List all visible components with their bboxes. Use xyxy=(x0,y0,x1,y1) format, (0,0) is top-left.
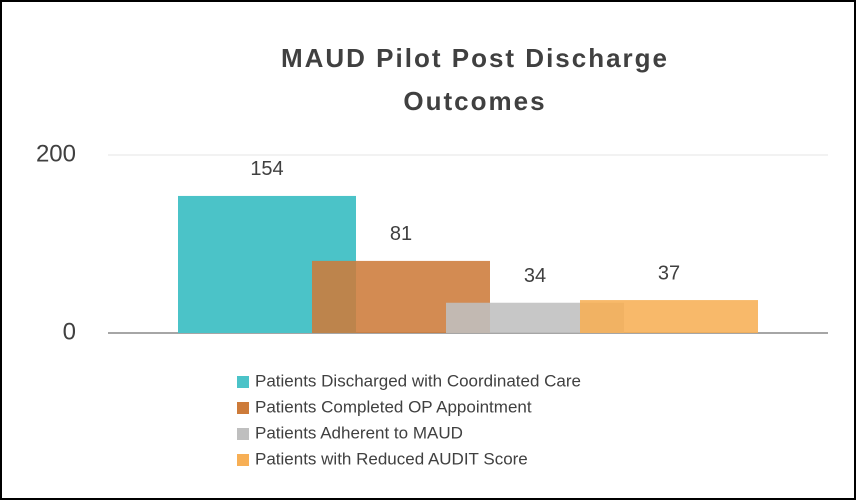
legend-swatch xyxy=(237,402,249,414)
legend-label: Patients with Reduced AUDIT Score xyxy=(255,449,528,468)
y-tick-label: 0 xyxy=(63,318,76,345)
legend-swatch xyxy=(237,376,249,388)
legend-swatch xyxy=(237,428,249,440)
data-label: 34 xyxy=(524,265,546,287)
bar xyxy=(580,300,758,333)
legend-label: Patients Adherent to MAUD xyxy=(255,423,463,442)
chart-title: MAUD Pilot Post Discharge xyxy=(281,43,669,73)
legend-label: Patients Discharged with Coordinated Car… xyxy=(255,371,581,390)
chart-title: Outcomes xyxy=(403,86,546,116)
legend-swatch xyxy=(237,454,249,466)
y-tick-label: 200 xyxy=(36,140,76,167)
data-label: 37 xyxy=(658,262,680,284)
data-label: 154 xyxy=(250,158,283,180)
legend-label: Patients Completed OP Appointment xyxy=(255,397,532,416)
data-label: 81 xyxy=(390,223,412,245)
